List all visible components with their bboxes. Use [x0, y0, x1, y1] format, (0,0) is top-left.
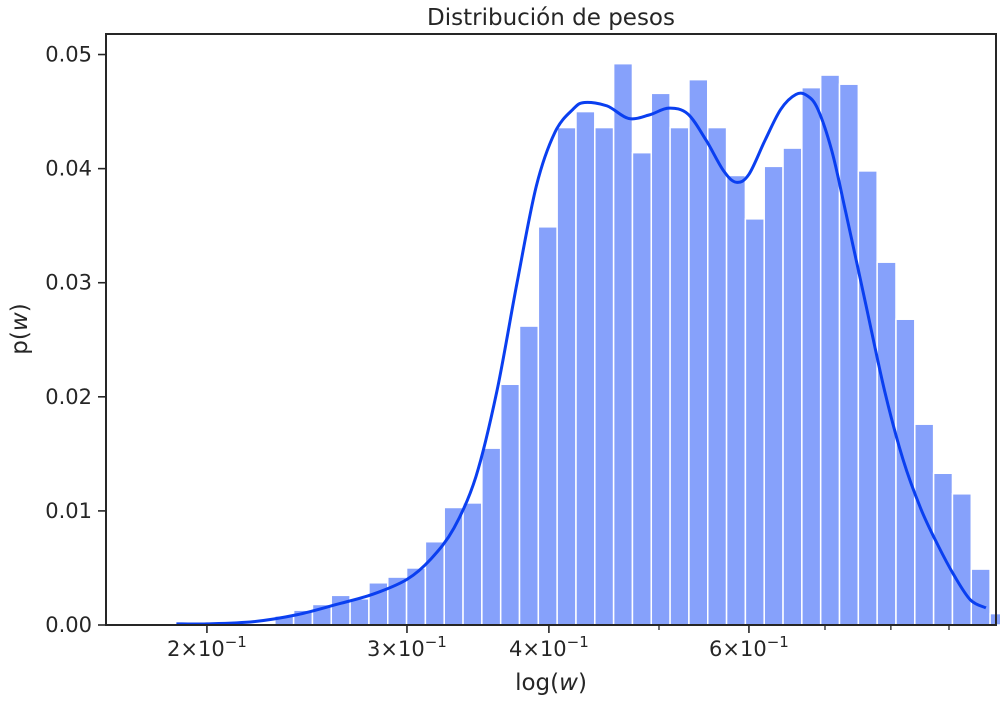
histogram-bar — [725, 174, 747, 626]
histogram-bar — [594, 126, 615, 626]
chart-title: Distribución de pesos — [427, 5, 675, 31]
histogram-bar — [499, 383, 521, 626]
histogram-bar — [801, 86, 822, 626]
histogram-bar — [706, 126, 728, 626]
histogram-bar — [537, 226, 558, 626]
y-axis-title: p(w) — [7, 303, 33, 354]
y-tick-label: 0.04 — [45, 157, 92, 181]
histogram-bar — [838, 83, 860, 626]
histogram-bar — [819, 74, 841, 626]
y-tick-label: 0.00 — [45, 613, 92, 637]
y-tick-label: 0.02 — [45, 385, 92, 409]
histogram-bar — [650, 92, 671, 626]
histogram-bar — [763, 165, 784, 626]
histogram-bar — [349, 598, 370, 626]
histogram-bar — [857, 170, 878, 626]
x-tick-label: 3×10−1 — [367, 633, 447, 661]
histogram-bar — [330, 594, 351, 626]
histogram-bar — [669, 126, 690, 626]
y-axis-title-variable: w — [7, 312, 33, 331]
histogram-bar — [951, 493, 973, 626]
histogram-bar — [782, 147, 803, 626]
histogram-bar — [688, 78, 709, 626]
x-axis-title-variable: w — [559, 670, 578, 696]
histogram-bar — [876, 261, 897, 626]
histogram-bar — [575, 110, 596, 626]
y-tick-label: 0.03 — [45, 271, 92, 295]
histogram-bar — [462, 502, 483, 626]
y-axis-title-suffix: ) — [7, 303, 33, 312]
histogram-bar — [744, 218, 765, 626]
histogram-bar — [518, 325, 540, 626]
histogram-bar — [631, 151, 653, 626]
histogram-bar — [914, 423, 935, 626]
y-tick-label: 0.01 — [45, 499, 92, 523]
histogram-bars — [274, 62, 1000, 626]
y-axis-title-function: p( — [7, 331, 33, 355]
x-axis: 2×10−1 3×10−1 4×10−1 6×10−1 — [167, 625, 950, 661]
y-axis: 0.00 0.01 0.02 0.03 0.04 0.05 — [45, 43, 106, 637]
histogram-bar — [970, 568, 991, 626]
histogram-bar — [556, 126, 577, 626]
kde-curve — [176, 91, 987, 626]
x-tick-label: 6×10−1 — [709, 633, 789, 661]
x-axis-title-prefix: log( — [515, 670, 559, 696]
y-tick-label: 0.05 — [45, 43, 92, 67]
histogram-bar — [443, 506, 464, 626]
x-axis-title-suffix: ) — [578, 670, 587, 696]
histogram-bar — [481, 447, 502, 626]
histogram-bar — [932, 472, 954, 626]
histogram-bar — [895, 318, 916, 626]
x-tick-label: 2×10−1 — [167, 633, 247, 661]
plot-frame — [105, 33, 997, 626]
x-tick-label: 4×10−1 — [509, 633, 589, 661]
x-axis-title: log(w) — [515, 670, 587, 696]
histogram-bar — [612, 62, 634, 626]
